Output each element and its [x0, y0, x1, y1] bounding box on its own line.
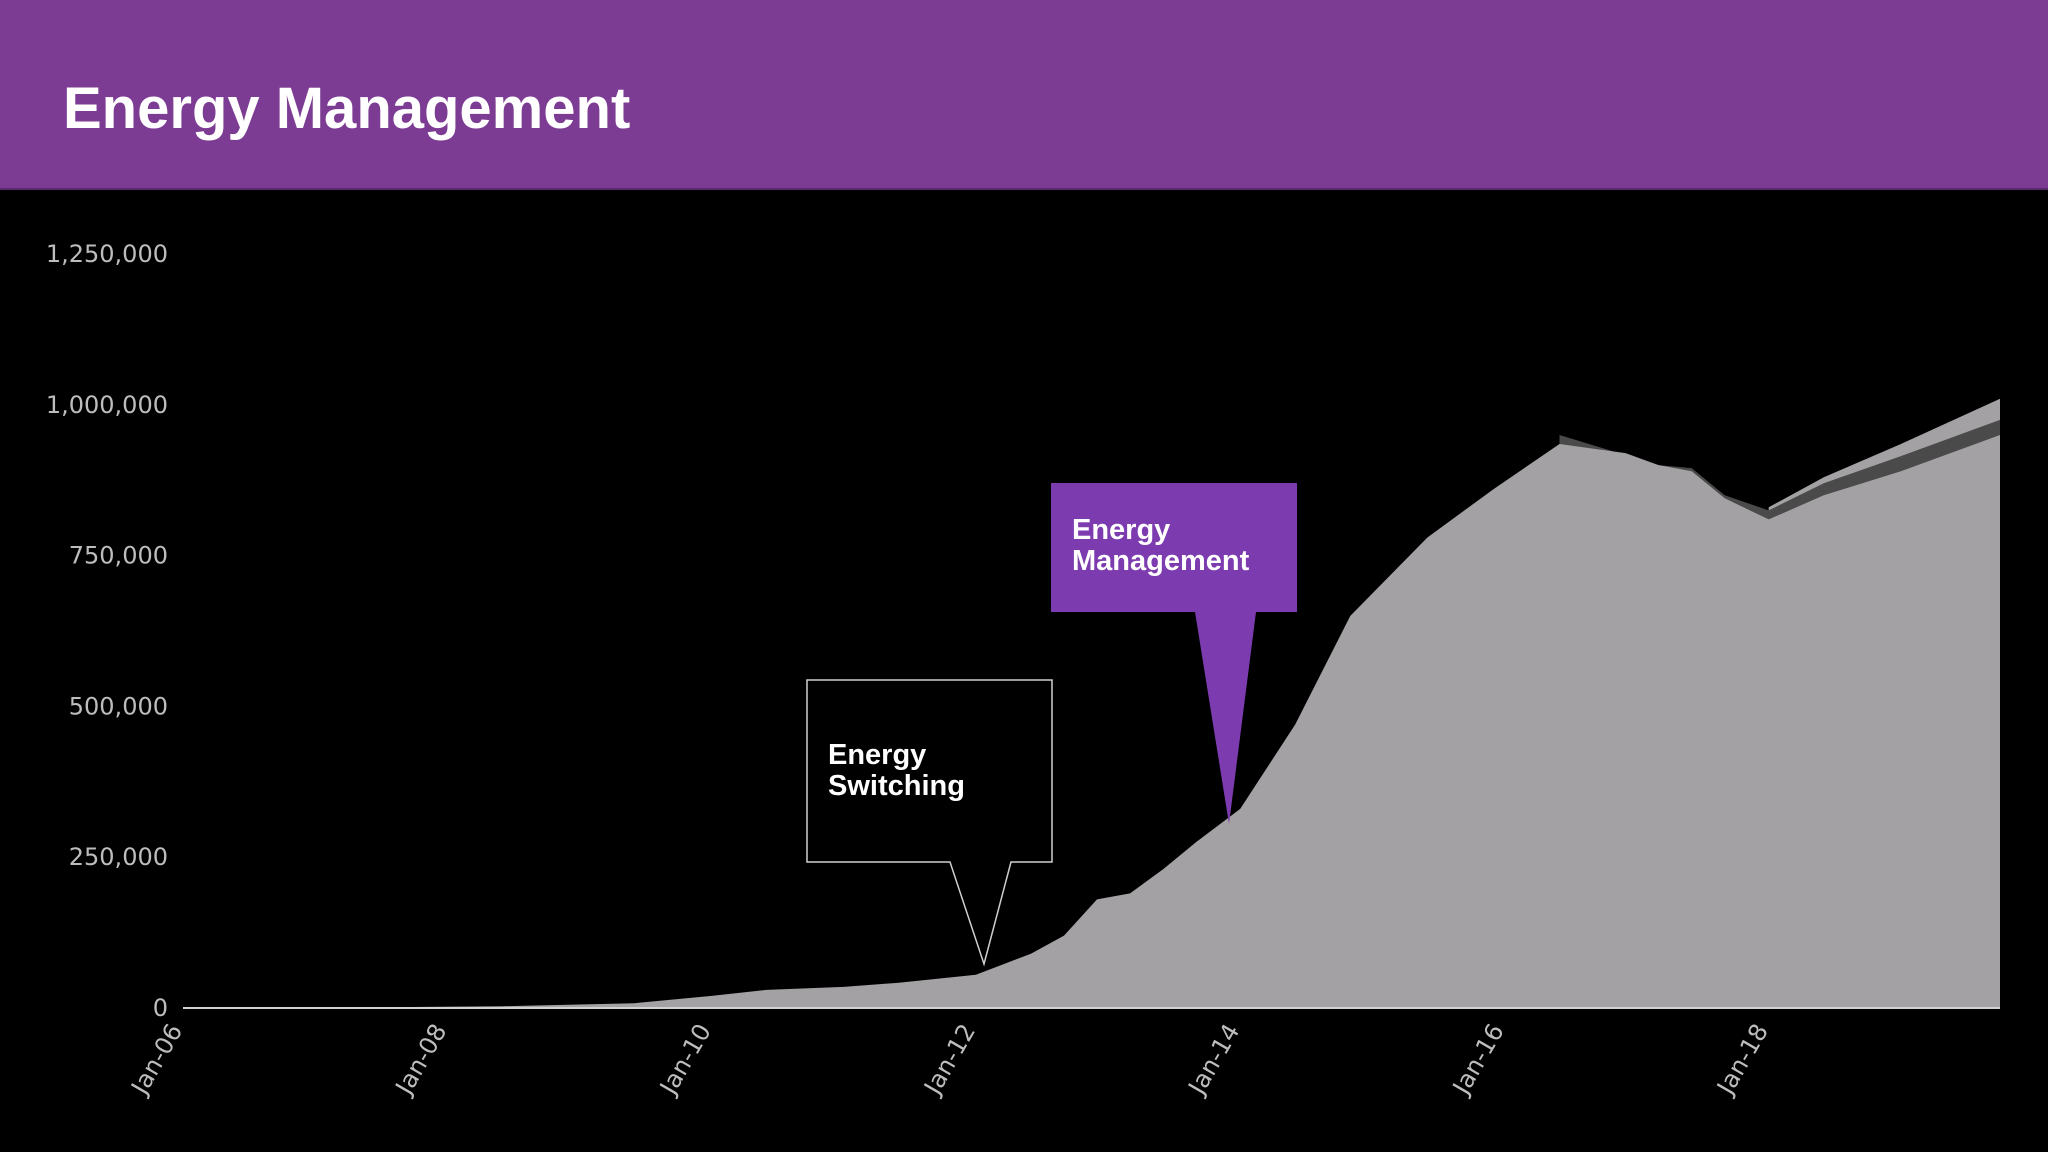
- area-chart: 0 250,000 500,000 750,000 1,000,000 1,250,000…: [46, 240, 2000, 1101]
- y-tick-label: 750,000: [69, 542, 168, 570]
- x-axis-ticks: Jan-06 Jan-08 Jan-10 Jan-12 Jan-14 Jan-16 Jan-…: [125, 1019, 1774, 1101]
- x-tick-label: Jan-08: [389, 1019, 452, 1101]
- area-series-group: [183, 398, 2000, 1008]
- y-axis-ticks: 0 250,000 500,000 750,000 1,000,000 1,250,000: [46, 240, 168, 1022]
- energy-management-callout: [1051, 483, 1297, 824]
- x-tick-label: Jan-12: [918, 1019, 981, 1101]
- area-series-1: [183, 435, 2000, 1008]
- x-tick-label: Jan-06: [125, 1019, 188, 1101]
- y-tick-label: 1,000,000: [46, 391, 168, 419]
- energy-switching-callout: [806, 679, 1053, 967]
- energy-switching-callout-label: Switching: [828, 770, 965, 802]
- y-tick-label: 1,250,000: [46, 240, 168, 268]
- x-tick-label: Jan-14: [1182, 1019, 1245, 1101]
- energy-management-callout-label: Energy: [1072, 514, 1170, 546]
- x-tick-label: Jan-18: [1711, 1019, 1774, 1101]
- y-tick-label: 250,000: [69, 843, 168, 871]
- energy-management-callout-label: Management: [1072, 545, 1250, 577]
- x-tick-label: Jan-10: [653, 1019, 716, 1101]
- y-tick-label: 0: [153, 994, 168, 1022]
- y-tick-label: 500,000: [69, 692, 168, 720]
- title-bar: Energy Management: [0, 0, 2048, 190]
- x-tick-label: Jan-16: [1446, 1019, 1509, 1101]
- page-title: Energy Management: [63, 76, 631, 141]
- energy-switching-callout-label: Energy: [828, 739, 926, 771]
